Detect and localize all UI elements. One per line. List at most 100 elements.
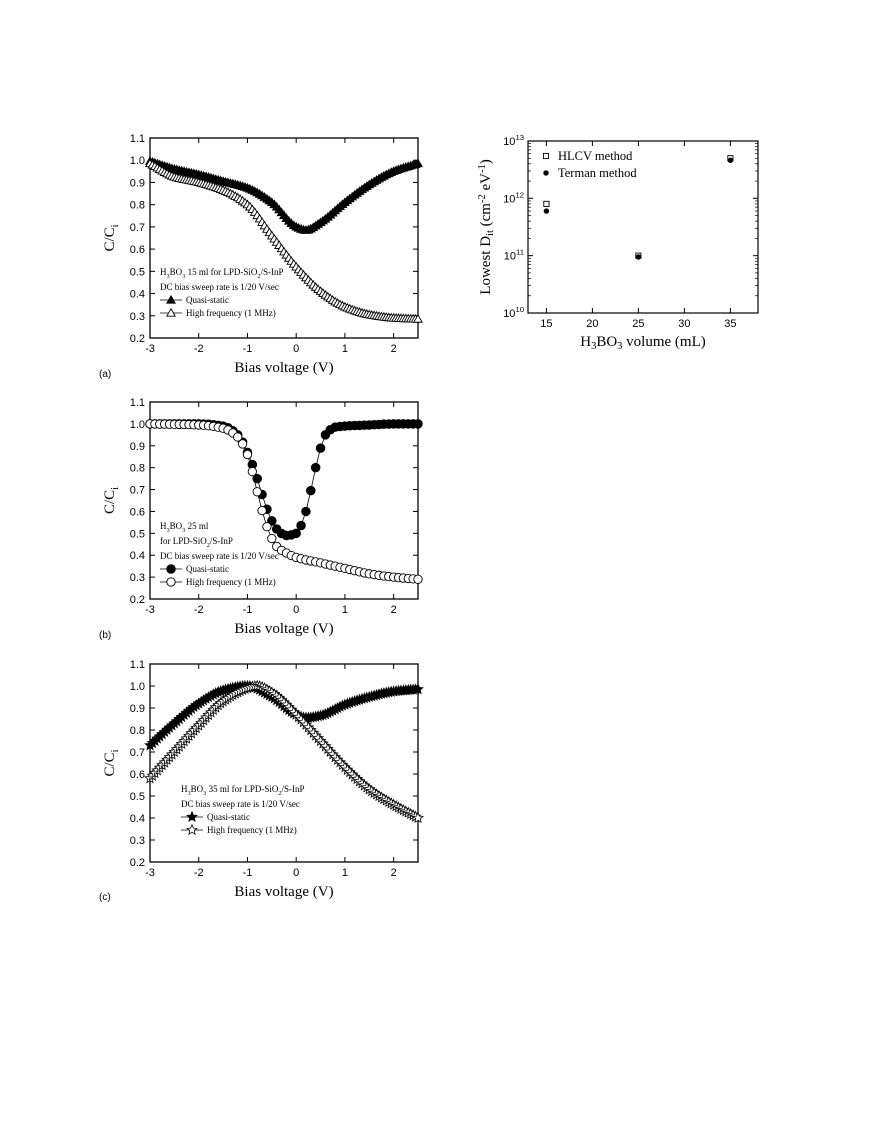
data-point — [296, 520, 306, 531]
x-axis-title: Bias voltage (V) — [234, 360, 333, 376]
data-point — [237, 439, 248, 449]
x-tick-label: 1 — [342, 867, 348, 879]
x-tick-label: 15 — [540, 318, 552, 330]
legend-marker — [543, 170, 549, 176]
y-tick-label: 0.7 — [130, 222, 145, 234]
y-tick-label: 0.8 — [130, 200, 145, 212]
y-tick-label: 1010 — [503, 305, 524, 320]
data-point — [257, 505, 267, 516]
data-point — [267, 533, 277, 544]
legend-marker — [186, 823, 198, 836]
legend-marker — [186, 810, 198, 823]
plot-frame — [149, 137, 419, 339]
legend-marker — [166, 307, 176, 317]
y-tick-label: 0.6 — [130, 769, 145, 781]
y-tick-label: 1012 — [503, 190, 524, 205]
x-tick-label: 0 — [293, 343, 299, 355]
y-tick-label: 0.8 — [130, 725, 145, 737]
data-point — [247, 466, 257, 477]
x-tick-label: 2 — [391, 867, 397, 879]
legend-entry: Quasi-static — [186, 295, 229, 305]
series-high-frequency-1-mhz — [145, 419, 423, 584]
data-point — [233, 432, 243, 442]
annotation-line: for LPD-SiO2/S-InP — [160, 536, 233, 549]
x-tick-label: 1 — [342, 343, 348, 355]
y-tick-label: 0.5 — [130, 266, 145, 278]
y-tick-label: 0.7 — [130, 747, 145, 759]
series-terman-method — [543, 157, 734, 260]
series-quasi-static — [145, 156, 423, 234]
y-tick-label: 1.1 — [130, 659, 145, 671]
y-tick-label: 1013 — [503, 133, 524, 148]
data-point — [413, 158, 423, 168]
x-axis-title: Bias voltage (V) — [234, 621, 333, 637]
plot-frame — [527, 140, 759, 314]
y-tick-label: 0.7 — [130, 485, 145, 497]
data-point — [310, 462, 321, 473]
y-tick-label: 1.0 — [130, 155, 145, 167]
y-tick-label: 0.9 — [130, 177, 145, 189]
chart-panel-c: 0.2 0.3 0.4 0.5 0.6 0.7 0.8 0.9 1.0 1.1 -3 -2 -1 0 1 2 B… — [99, 659, 424, 903]
x-tick-label: -2 — [194, 604, 204, 616]
y-tick-label: 1.0 — [130, 681, 145, 693]
y-tick-label: 1.1 — [130, 397, 145, 409]
y-tick-label: 0.3 — [130, 835, 145, 847]
legend-entry: High frequency (1 MHz) — [207, 825, 297, 835]
y-tick-label: 0.3 — [130, 311, 145, 323]
data-point — [543, 200, 550, 207]
annotation-line: DC bias sweep rate is 1/20 V/sec — [160, 551, 279, 561]
y-tick-label: 0.4 — [130, 550, 145, 562]
y-tick-label: 0.2 — [130, 594, 145, 606]
legend-entry: Quasi-static — [207, 812, 250, 822]
plot-frame — [149, 401, 419, 600]
data-point — [315, 443, 326, 453]
x-tick-label: -1 — [243, 343, 253, 355]
chart-panel-dit: 1010 1011 1012 1013 15 20 25 30 35 H3BO3 volume (… — [477, 133, 759, 352]
panel-label: (a) — [99, 369, 111, 380]
y-tick-label: 0.9 — [130, 703, 145, 715]
x-tick-label: -2 — [194, 867, 204, 879]
legend-entry: Quasi-static — [186, 564, 229, 574]
legend: H3BO3 25 ml for LPD-SiO2/S-InP DC bias swe… — [160, 521, 279, 587]
y-tick-label: 0.6 — [130, 244, 145, 256]
x-tick-label: 2 — [391, 343, 397, 355]
data-point — [306, 485, 316, 496]
y-axis-title: C/Ci — [102, 487, 121, 514]
y-axis-title: Lowest Dit (cm-2 eV-1) — [477, 159, 496, 294]
data-point — [413, 314, 423, 323]
y-axis-title: C/Ci — [102, 749, 121, 776]
panel-label: (c) — [99, 892, 111, 903]
legend-entry: HLCV method — [558, 149, 633, 163]
x-tick-label: 30 — [678, 318, 690, 330]
y-tick-label: 1011 — [504, 248, 524, 263]
legend: H3BO3 15 ml for LPD-SiO2/S-InP DC bias sw… — [160, 267, 284, 318]
data-point — [252, 487, 262, 497]
series-high-frequency-1-mhz — [145, 158, 423, 323]
x-axis-title: H3BO3 volume (mL) — [580, 334, 706, 352]
series-line — [150, 423, 418, 536]
y-tick-label: 0.5 — [130, 791, 145, 803]
y-tick-label: 0.2 — [130, 857, 145, 869]
chart-panel-b: 0.2 0.3 0.4 0.5 0.6 0.7 0.8 0.9 1.0 1.1 -3 -2 -1 0 1 2 B… — [99, 397, 423, 641]
x-tick-label: 1 — [342, 604, 348, 616]
x-tick-label: 0 — [293, 867, 299, 879]
data-point — [262, 522, 272, 532]
x-tick-label: 35 — [724, 318, 736, 330]
y-tick-label: 0.3 — [130, 572, 145, 584]
x-tick-label: -1 — [243, 867, 253, 879]
plot-frame — [149, 663, 419, 863]
data-point — [543, 208, 550, 214]
y-tick-label: 0.4 — [130, 289, 145, 301]
x-tick-label: 20 — [586, 318, 598, 330]
y-tick-label: 1.1 — [130, 133, 145, 145]
data-point — [252, 473, 262, 484]
data-point — [242, 449, 253, 460]
x-tick-label: 0 — [293, 604, 299, 616]
x-tick-label: -3 — [145, 604, 155, 616]
legend-entry: High frequency (1 MHz) — [186, 577, 276, 587]
y-tick-label: 0.9 — [130, 441, 145, 453]
y-axis-title: C/Ci — [102, 224, 121, 251]
data-point — [727, 157, 734, 164]
data-point — [412, 811, 424, 824]
